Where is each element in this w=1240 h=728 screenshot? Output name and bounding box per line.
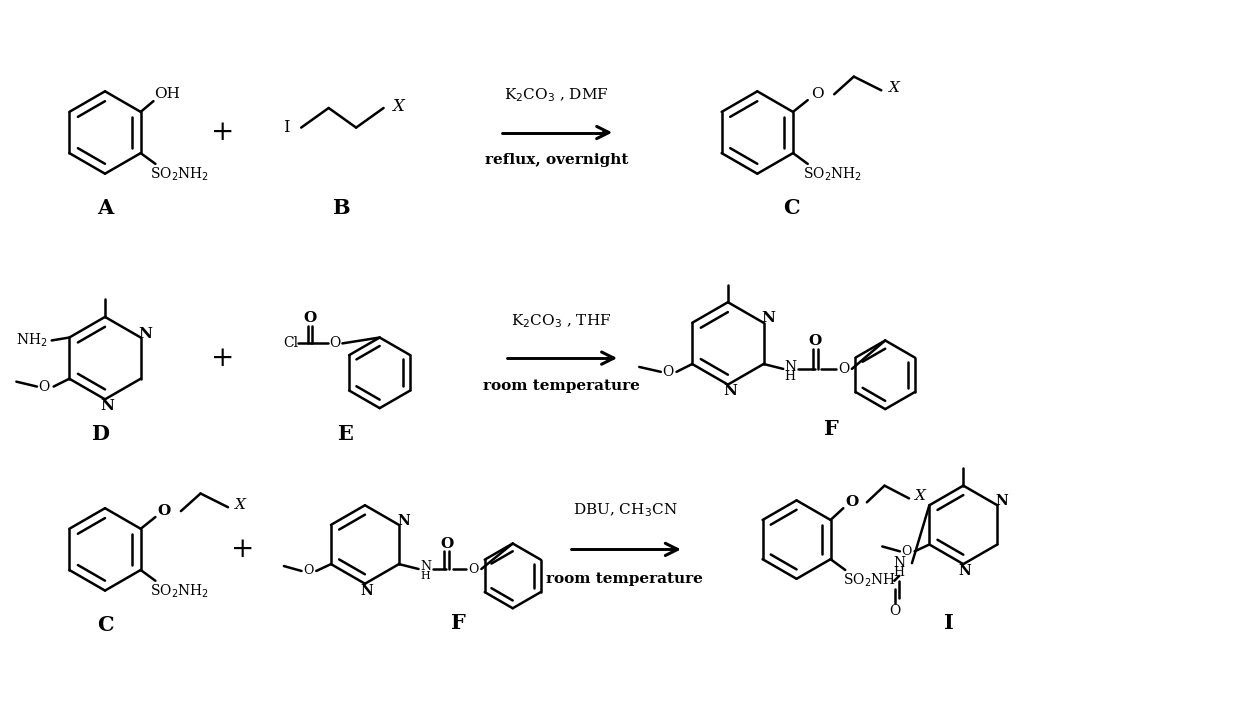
Text: X: X <box>236 498 247 513</box>
Text: N: N <box>761 311 775 325</box>
Text: +: + <box>211 344 234 371</box>
Text: B: B <box>331 198 350 218</box>
Text: N: N <box>100 399 114 414</box>
Text: OH: OH <box>154 87 180 101</box>
Text: N: N <box>893 556 905 570</box>
Text: H: H <box>785 371 796 383</box>
Text: NH$_2$: NH$_2$ <box>16 332 48 349</box>
Text: +: + <box>211 119 234 146</box>
Text: N: N <box>398 514 410 528</box>
Text: N: N <box>996 494 1008 508</box>
Text: N: N <box>959 564 972 578</box>
Text: room temperature: room temperature <box>547 571 703 586</box>
Text: reflux, overnight: reflux, overnight <box>485 153 627 167</box>
Text: O: O <box>304 311 316 325</box>
Text: C: C <box>784 198 800 218</box>
Text: O: O <box>38 379 50 394</box>
Text: K$_2$CO$_3$ , DMF: K$_2$CO$_3$ , DMF <box>503 87 609 104</box>
Text: I: I <box>944 613 954 633</box>
Text: D: D <box>91 424 109 443</box>
Text: N: N <box>784 360 796 374</box>
Text: O: O <box>889 604 901 618</box>
Text: O: O <box>329 336 340 350</box>
Text: K$_2$CO$_3$ , THF: K$_2$CO$_3$ , THF <box>511 312 611 330</box>
Text: N: N <box>361 584 373 598</box>
Text: SO$_2$NH$_2$: SO$_2$NH$_2$ <box>150 166 210 183</box>
Text: SO$_2$NH$_2$: SO$_2$NH$_2$ <box>150 583 210 601</box>
Text: O: O <box>811 87 823 101</box>
Text: Cl: Cl <box>283 336 298 350</box>
Text: X: X <box>915 489 926 504</box>
Text: F: F <box>823 419 838 439</box>
Text: O: O <box>838 362 849 376</box>
Text: I: I <box>283 119 290 136</box>
Text: C: C <box>97 615 113 635</box>
Text: N: N <box>723 384 737 398</box>
Text: H: H <box>420 571 430 581</box>
Text: E: E <box>337 424 353 443</box>
Text: O: O <box>901 545 911 558</box>
Text: X: X <box>392 98 404 114</box>
Text: O: O <box>808 334 822 349</box>
Text: O: O <box>469 563 479 576</box>
Text: O: O <box>157 504 171 518</box>
Text: O: O <box>846 495 859 510</box>
Text: F: F <box>451 613 465 633</box>
Text: O: O <box>304 564 314 577</box>
Text: room temperature: room temperature <box>482 379 640 392</box>
Text: O: O <box>662 365 673 379</box>
Text: SO$_2$NH$_2$: SO$_2$NH$_2$ <box>802 166 862 183</box>
Text: H: H <box>894 566 905 579</box>
Text: N: N <box>139 327 153 341</box>
Text: SO$_2$NH: SO$_2$NH <box>843 572 897 590</box>
Text: O: O <box>440 537 453 550</box>
Text: N: N <box>420 560 432 572</box>
Text: X: X <box>889 82 899 95</box>
Text: A: A <box>97 198 113 218</box>
Text: DBU, CH$_3$CN: DBU, CH$_3$CN <box>573 502 677 519</box>
Text: +: + <box>231 536 254 563</box>
